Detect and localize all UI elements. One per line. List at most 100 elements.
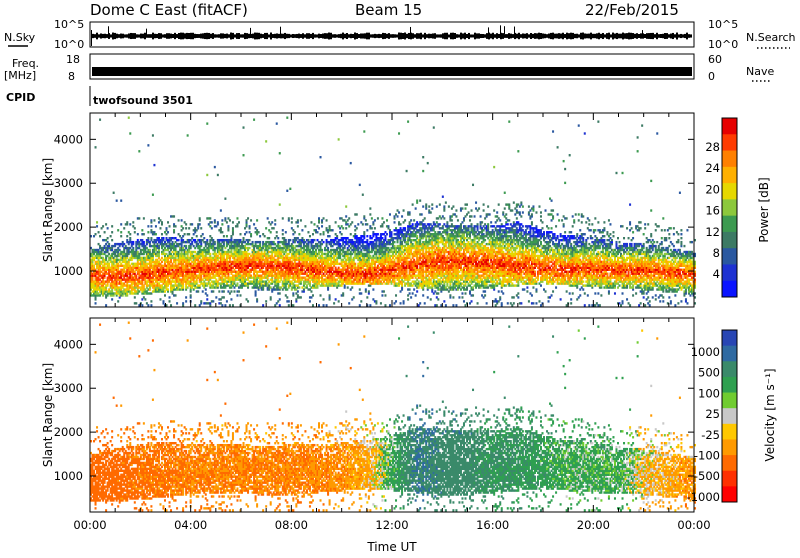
power-cell [99, 118, 101, 120]
power-cell [256, 298, 258, 300]
power-cell [335, 221, 337, 223]
power-cell [279, 298, 281, 300]
power-cell [137, 233, 139, 235]
power-cell [221, 223, 223, 225]
power-cell [320, 294, 322, 296]
power-cell [132, 221, 134, 223]
power-cell [406, 170, 408, 172]
power-cell [323, 241, 325, 243]
nsearch-tick-top: 10^5 [708, 18, 738, 31]
power-cell [259, 241, 261, 243]
power-cell [277, 237, 279, 239]
power-cell [249, 225, 251, 227]
power-cell [104, 231, 106, 233]
power-cell [221, 231, 223, 233]
power-cell [217, 221, 219, 223]
power-cell [223, 296, 225, 298]
power-cell [149, 249, 151, 251]
power-cell [381, 217, 383, 219]
power-cell [377, 217, 379, 219]
power-cell [253, 223, 255, 225]
power-cell [258, 231, 260, 233]
power-cell [374, 219, 376, 221]
power-cell [362, 194, 364, 196]
power-cell [360, 300, 362, 302]
power-cell [129, 237, 131, 239]
nsky-trace [91, 25, 692, 46]
power-cell [221, 304, 223, 306]
power-cell [297, 225, 299, 227]
power-cell [332, 229, 334, 231]
power-cell [326, 219, 328, 221]
power-cell [185, 245, 187, 247]
power-cell [255, 290, 257, 292]
nsearch-tick-bottom: 10^0 [708, 38, 738, 51]
power-cell [95, 302, 97, 304]
power-cell [215, 296, 217, 298]
power-cell [224, 217, 226, 219]
power-cell [95, 233, 97, 235]
power-cell [276, 231, 278, 233]
power-cell [365, 288, 367, 290]
power-cell [279, 304, 281, 306]
power-cell [111, 225, 113, 227]
power-cell [188, 233, 190, 235]
power-cell [105, 223, 107, 225]
power-cell [359, 304, 361, 306]
power-cell [321, 249, 323, 251]
power-cell [185, 300, 187, 302]
power-cell [206, 122, 208, 124]
power-cell [150, 225, 152, 227]
power-cell [159, 227, 161, 229]
power-cell [288, 300, 290, 302]
power-cell [309, 235, 311, 237]
power-cell [126, 235, 128, 237]
power-cell [323, 217, 325, 219]
power-cell [304, 225, 306, 227]
cpid-value: twofsound 3501 [93, 94, 193, 107]
power-cell [129, 233, 131, 235]
power-cell [383, 290, 385, 292]
nsky-label: N.Sky [4, 31, 36, 44]
power-cell [286, 296, 288, 298]
power-cell [164, 294, 166, 296]
power-cell [273, 227, 275, 229]
power-cell [226, 235, 228, 237]
power-cell [387, 225, 389, 227]
power-cell [300, 296, 302, 298]
power-cell [238, 290, 240, 292]
power-cell [292, 292, 294, 294]
power-cell [279, 152, 281, 154]
power-cell [110, 235, 112, 237]
power-cell [253, 118, 255, 120]
power-cell [249, 239, 251, 241]
power-cell [196, 235, 198, 237]
power-cell [279, 292, 281, 294]
nave-tick-top: 60 [708, 53, 722, 66]
power-cell [206, 174, 208, 176]
power-cell [206, 294, 208, 296]
power-cell [98, 231, 100, 233]
power-cell [282, 229, 284, 231]
power-cell [368, 290, 370, 292]
power-cell [150, 304, 152, 306]
power-cell [407, 298, 409, 300]
power-cell [209, 253, 211, 255]
power-cell [250, 219, 252, 221]
cpid-label: CPID [6, 91, 35, 104]
power-cell [338, 300, 340, 302]
power-cell [227, 225, 229, 227]
power-cell [371, 217, 373, 219]
power-cell [401, 215, 403, 217]
power-cell [317, 231, 319, 233]
power-cell [120, 223, 122, 225]
power-cell [143, 233, 145, 235]
power-cell [389, 213, 391, 215]
power-cell [105, 304, 107, 306]
power-cell [224, 304, 226, 306]
power-heatmap [90, 117, 696, 307]
power-cell [209, 217, 211, 219]
power-cell [185, 223, 187, 225]
power-cell [282, 233, 284, 235]
